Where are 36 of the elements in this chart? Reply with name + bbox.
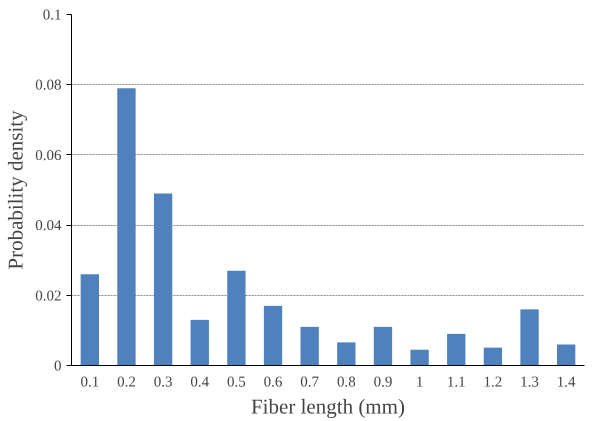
x-tick-label: 0.1 (80, 374, 100, 390)
x-tick-label: 1.1 (446, 374, 466, 390)
x-tick-label: 0.9 (374, 374, 392, 390)
x-tick-label: 0.7 (300, 374, 320, 390)
x-tick-label: 1.3 (520, 374, 539, 390)
x-tick-label: 0.5 (227, 374, 246, 390)
bar (484, 348, 502, 366)
y-tick-label: 0.06 (35, 148, 62, 164)
x-tick-label: 1.4 (556, 374, 576, 390)
bar (410, 350, 429, 366)
bar (374, 326, 392, 366)
bar (117, 88, 136, 366)
x-tick-label: 0.4 (190, 374, 210, 390)
bar (557, 344, 576, 366)
y-tick-label: 0.02 (35, 288, 62, 304)
bar (227, 270, 246, 366)
bar (520, 309, 539, 366)
y-tick-label: 0 (54, 358, 62, 374)
y-tick-label: 0.04 (35, 218, 62, 234)
bar (80, 274, 99, 366)
y-tick-label: 0.08 (35, 78, 62, 94)
x-tick-label: 0.6 (264, 374, 283, 390)
bar (190, 320, 209, 366)
x-tick-label: 0.2 (117, 374, 136, 390)
x-tick-label: 0.3 (154, 374, 172, 390)
bar (154, 194, 172, 366)
bar (300, 326, 319, 366)
x-axis-title: Fiber length (mm) (251, 394, 405, 418)
y-tick-label: 0.1 (42, 8, 62, 24)
bar (447, 334, 466, 366)
x-tick-label: 0.8 (336, 374, 356, 390)
bar (337, 342, 356, 366)
x-tick-label: 1 (416, 374, 424, 390)
bar (264, 306, 282, 366)
y-axis-title: Probability density (3, 110, 28, 270)
x-tick-label: 1.2 (484, 374, 502, 390)
